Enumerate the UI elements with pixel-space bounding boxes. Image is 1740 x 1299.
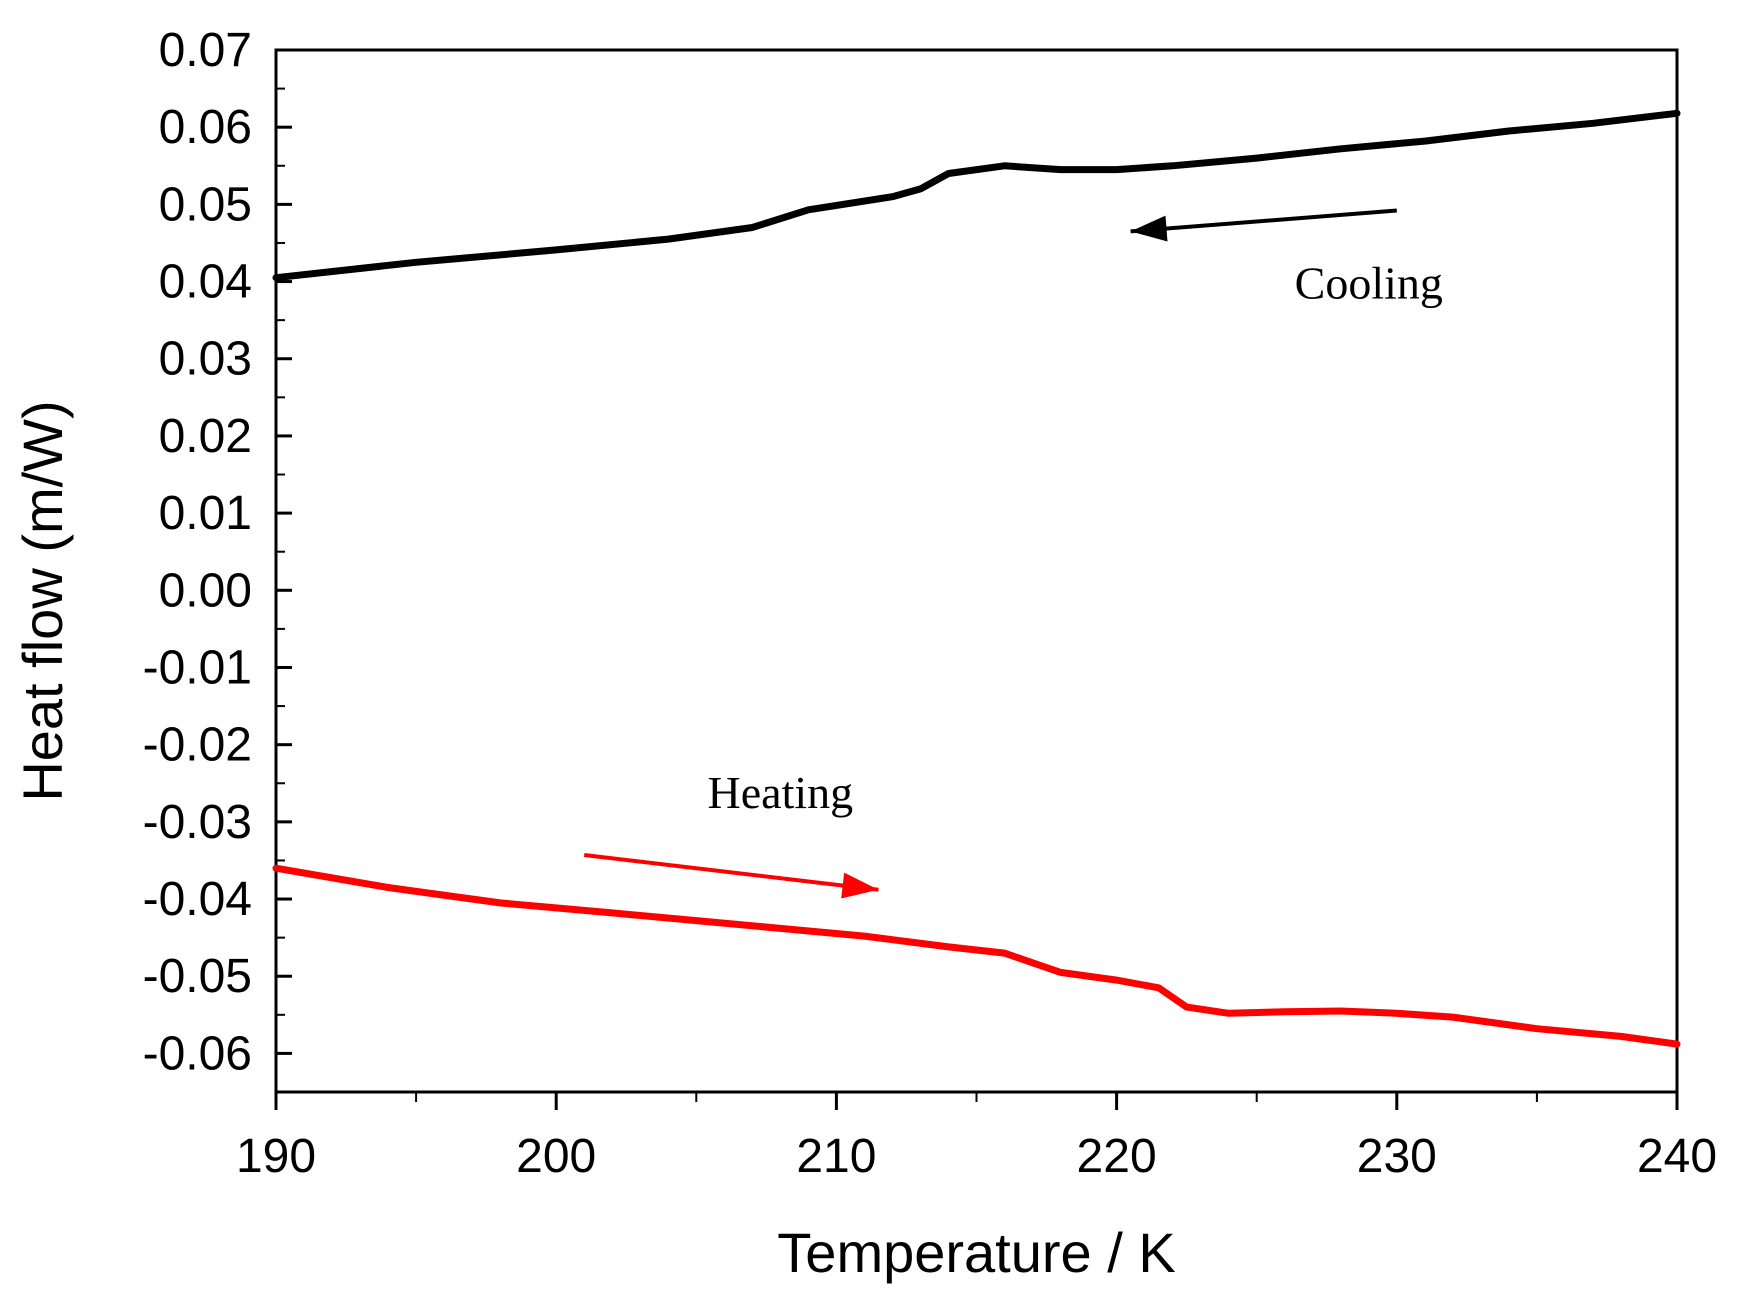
series-layer	[272, 109, 1681, 1048]
annotation-arrowhead	[1130, 215, 1168, 242]
x-tick-label: 240	[1637, 1130, 1717, 1183]
y-axis: 0.07 0.06 0.05 0.04 0.03 0.02 0.01 0.00 -0.01 -0.…	[143, 24, 292, 1080]
annotation-label: Heating	[708, 767, 854, 818]
y-tick-label: -0.04	[143, 873, 252, 926]
x-tick-label: 230	[1357, 1130, 1437, 1183]
plot-frame	[274, 48, 1679, 1094]
x-axis: 190 200 210 220 230 240	[236, 1092, 1717, 1183]
series-line-cooling	[272, 109, 1681, 282]
x-tick-label: 190	[236, 1130, 316, 1183]
annotation-arrowhead	[841, 872, 879, 899]
y-tick-label: -0.01	[143, 641, 252, 694]
y-tick-label: -0.03	[143, 796, 252, 849]
x-axis-title: Temperature / K	[777, 1221, 1175, 1284]
y-tick-label: 0.07	[159, 24, 252, 77]
y-tick-label: 0.04	[159, 256, 252, 309]
y-tick-label: -0.05	[143, 950, 252, 1003]
y-tick-label: 0.05	[159, 178, 252, 231]
annotation-arrow-line	[1130, 208, 1397, 234]
series-line-heating	[272, 864, 1681, 1048]
x-tick-label: 200	[516, 1130, 596, 1183]
y-tick-label: -0.06	[143, 1027, 252, 1080]
y-tick-label: 0.03	[159, 333, 252, 386]
annotation-arrow-line	[583, 853, 879, 892]
y-tick-label: 0.02	[159, 410, 252, 463]
y-axis-title: Heat flow (m/W)	[11, 400, 74, 801]
plot-area	[274, 48, 1679, 1094]
y-tick-label: -0.02	[143, 719, 252, 772]
y-tick-label: 0.01	[159, 487, 252, 540]
y-tick-label: 0.00	[159, 564, 252, 617]
annotation-label: Cooling	[1295, 258, 1443, 309]
annotations: Cooling Heating	[583, 208, 1443, 899]
x-tick-label: 220	[1077, 1130, 1157, 1183]
x-tick-label: 210	[796, 1130, 876, 1183]
y-tick-label: 0.06	[159, 101, 252, 154]
